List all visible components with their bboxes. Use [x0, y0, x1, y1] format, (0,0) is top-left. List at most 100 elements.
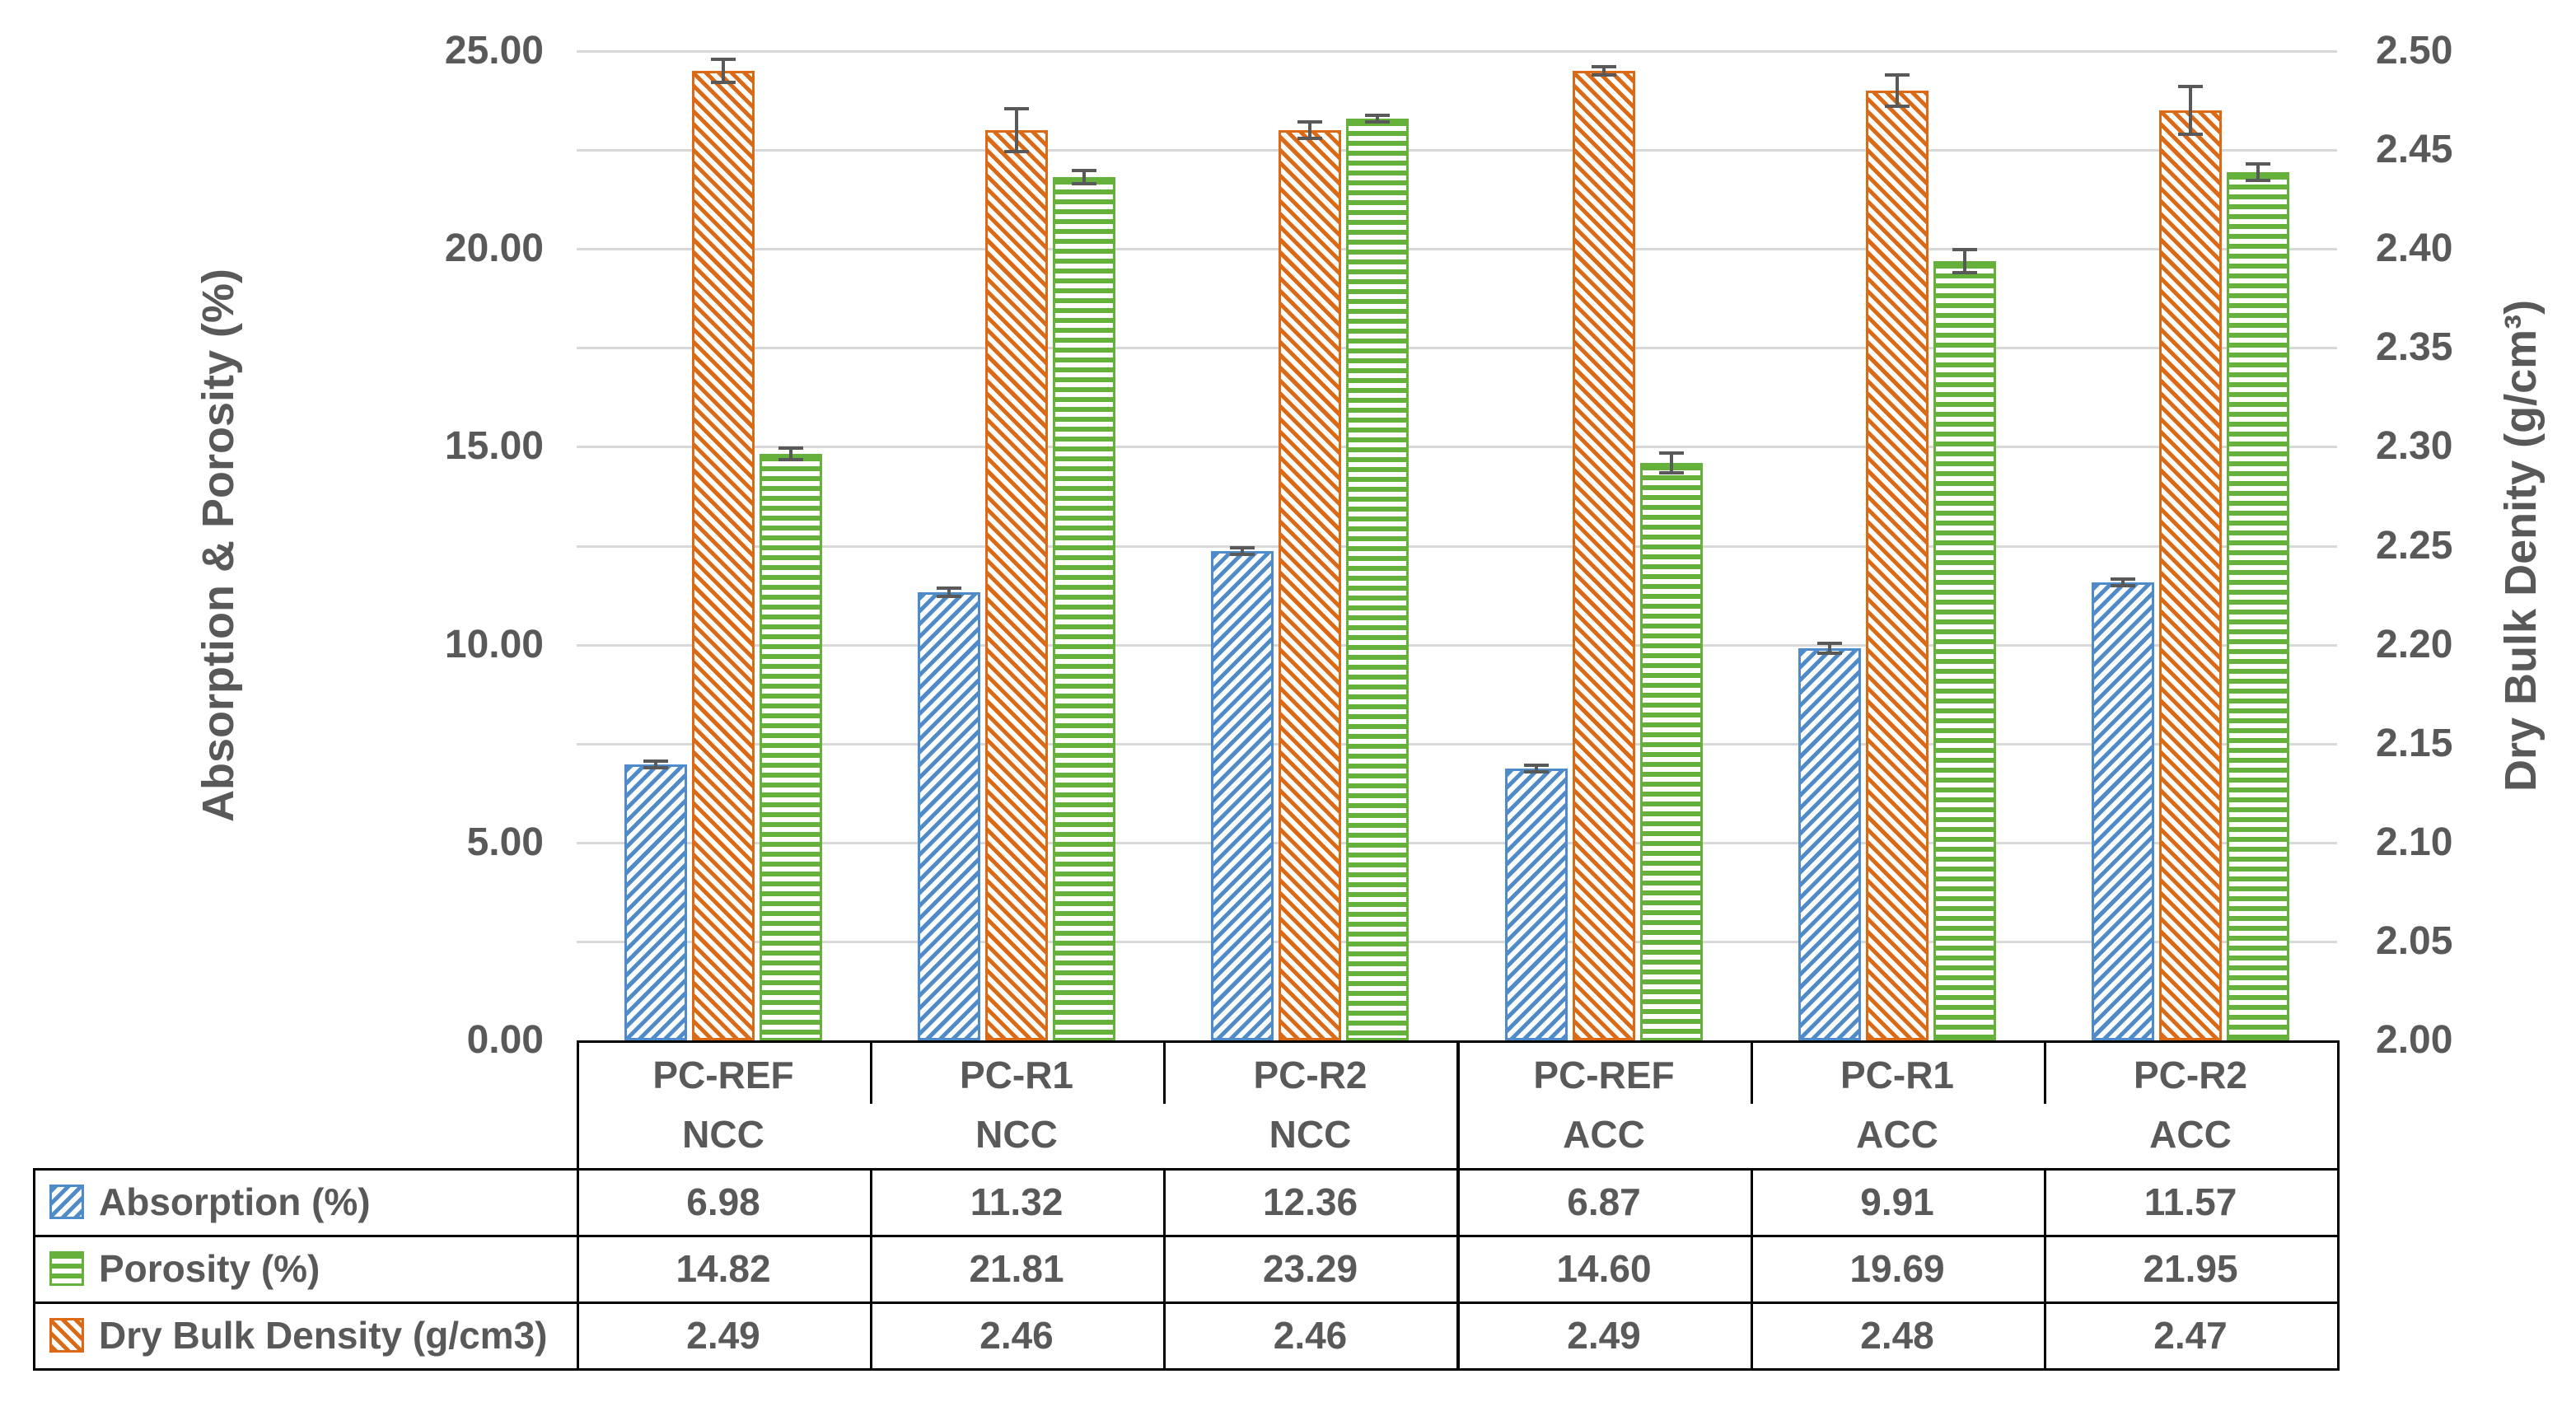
table-border-line [2337, 1040, 2340, 1371]
error-bar-cap-porosity-2 [1365, 114, 1390, 117]
error-bar-cap-absorption-5 [2111, 584, 2135, 587]
error-bar-cap-porosity-5 [2246, 179, 2270, 182]
absorption-legend-icon [49, 1184, 84, 1219]
error-bar-cap-porosity-0 [778, 458, 803, 461]
bar-absorption-0 [624, 764, 687, 1040]
table-value-dry-bulk-density-4: 2.48 [1860, 1313, 1934, 1357]
error-bar-cap-porosity-5 [2246, 162, 2270, 166]
table-value-dry-bulk-density-5: 2.47 [2153, 1313, 2228, 1357]
dry-bulk-density-legend-icon [49, 1317, 84, 1353]
table-border-line [33, 1235, 2340, 1237]
right-axis-tick: 2.05 [2376, 919, 2453, 963]
series-label-porosity: Porosity (%) [99, 1246, 320, 1290]
table-value-dry-bulk-density-2: 2.46 [1273, 1313, 1348, 1357]
error-bar-cap-porosity-3 [1659, 471, 1684, 474]
category-group-label-2: NCC [1269, 1113, 1352, 1156]
gridline [577, 446, 2337, 448]
bar-dry-bulk-density-0 [692, 71, 755, 1040]
error-bar-cap-dry-bulk-density-4 [1885, 105, 1910, 108]
error-bar-cap-porosity-1 [1072, 182, 1096, 185]
bar-dry-bulk-density-2 [1279, 130, 1341, 1040]
table-value-porosity-5: 21.95 [2143, 1246, 2238, 1290]
left-axis-title: Absorption & Porosity (%) [194, 269, 243, 823]
error-bar-cap-dry-bulk-density-5 [2178, 133, 2203, 136]
series-label-row-porosity: Porosity (%) [33, 1235, 577, 1302]
error-bar-absorption-0 [654, 761, 657, 768]
category-group-label-1: NCC [975, 1113, 1058, 1156]
table-border-line [1163, 1040, 1166, 1104]
bar-porosity-5 [2227, 172, 2289, 1040]
bar-dry-bulk-density-4 [1866, 91, 1928, 1040]
table-border-line [1163, 1168, 1166, 1368]
bar-porosity-2 [1346, 119, 1409, 1040]
error-bar-cap-porosity-1 [1072, 169, 1096, 172]
error-bar-cap-absorption-4 [1817, 652, 1842, 655]
right-axis-tick: 2.40 [2376, 227, 2453, 270]
table-border-line [2044, 1040, 2046, 1104]
error-bar-dry-bulk-density-1 [1015, 109, 1018, 152]
error-bar-cap-absorption-2 [1230, 553, 1255, 556]
category-group-label-3: ACC [1563, 1113, 1645, 1156]
error-bar-dry-bulk-density-4 [1896, 75, 1899, 106]
error-bar-dry-bulk-density-5 [2189, 86, 2192, 134]
series-label-dry-bulk-density: Dry Bulk Density (g/cm3) [99, 1313, 548, 1357]
right-axis-tick: 2.25 [2376, 524, 2453, 568]
error-bar-cap-absorption-3 [1524, 770, 1549, 773]
gridline [577, 347, 2337, 349]
error-bar-cap-dry-bulk-density-1 [1004, 150, 1029, 153]
table-value-porosity-0: 14.82 [676, 1246, 771, 1290]
table-value-dry-bulk-density-0: 2.49 [686, 1313, 760, 1357]
error-bar-porosity-5 [2256, 164, 2260, 180]
right-axis-tick: 2.10 [2376, 820, 2453, 864]
left-axis-tick: 0.00 [466, 1018, 544, 1062]
error-bar-cap-absorption-1 [937, 587, 961, 590]
table-value-porosity-4: 19.69 [1849, 1246, 1945, 1290]
bar-porosity-1 [1053, 177, 1115, 1040]
left-axis-tick: 15.00 [444, 424, 544, 468]
bar-absorption-4 [1798, 648, 1861, 1040]
right-axis-tick: 2.30 [2376, 424, 2453, 468]
bar-absorption-3 [1505, 769, 1568, 1040]
table-border-line [33, 1168, 35, 1371]
error-bar-cap-absorption-2 [1230, 546, 1255, 549]
category-group-label-0: NCC [682, 1113, 764, 1156]
table-value-absorption-4: 9.91 [1860, 1180, 1934, 1223]
table-value-absorption-5: 11.57 [2144, 1180, 2237, 1223]
error-bar-absorption-5 [2121, 579, 2125, 586]
error-bar-cap-absorption-0 [643, 766, 668, 769]
error-bar-dry-bulk-density-3 [1602, 67, 1606, 75]
error-bar-cap-dry-bulk-density-0 [711, 58, 736, 61]
error-bar-cap-absorption-1 [937, 595, 961, 598]
right-axis-tick: 2.20 [2376, 623, 2453, 666]
error-bar-cap-absorption-3 [1524, 764, 1549, 767]
porosity-legend-icon [49, 1250, 84, 1286]
category-label-4: PC-R1 [1840, 1054, 1955, 1096]
error-bar-cap-dry-bulk-density-3 [1592, 73, 1616, 77]
error-bar-absorption-3 [1535, 765, 1538, 772]
gridline [577, 941, 2337, 943]
gridline [577, 50, 2337, 53]
bar-porosity-3 [1640, 463, 1703, 1040]
gridline [577, 545, 2337, 548]
table-border-line [2044, 1168, 2046, 1368]
error-bar-cap-porosity-3 [1659, 451, 1684, 455]
error-bar-absorption-4 [1828, 643, 1831, 653]
bar-porosity-4 [1933, 261, 1996, 1040]
series-label-row-dry-bulk-density: Dry Bulk Density (g/cm3) [33, 1302, 577, 1368]
category-label-5: PC-R2 [2133, 1054, 2248, 1096]
table-value-porosity-3: 14.60 [1556, 1246, 1652, 1290]
error-bar-porosity-3 [1670, 453, 1673, 473]
category-group-label-5: ACC [2149, 1113, 2232, 1156]
gridline [577, 149, 2337, 152]
table-border-line [1751, 1168, 1753, 1368]
error-bar-cap-dry-bulk-density-1 [1004, 107, 1029, 110]
error-bar-cap-absorption-0 [643, 759, 668, 763]
error-bar-cap-absorption-4 [1817, 642, 1842, 645]
bar-porosity-0 [760, 454, 822, 1040]
gridline [577, 842, 2337, 844]
left-axis-tick: 10.00 [444, 623, 544, 666]
category-label-1: PC-R1 [959, 1054, 1074, 1096]
right-axis-tick: 2.45 [2376, 128, 2453, 171]
series-label-row-absorption: Absorption (%) [33, 1168, 577, 1235]
table-border-line [870, 1168, 872, 1368]
